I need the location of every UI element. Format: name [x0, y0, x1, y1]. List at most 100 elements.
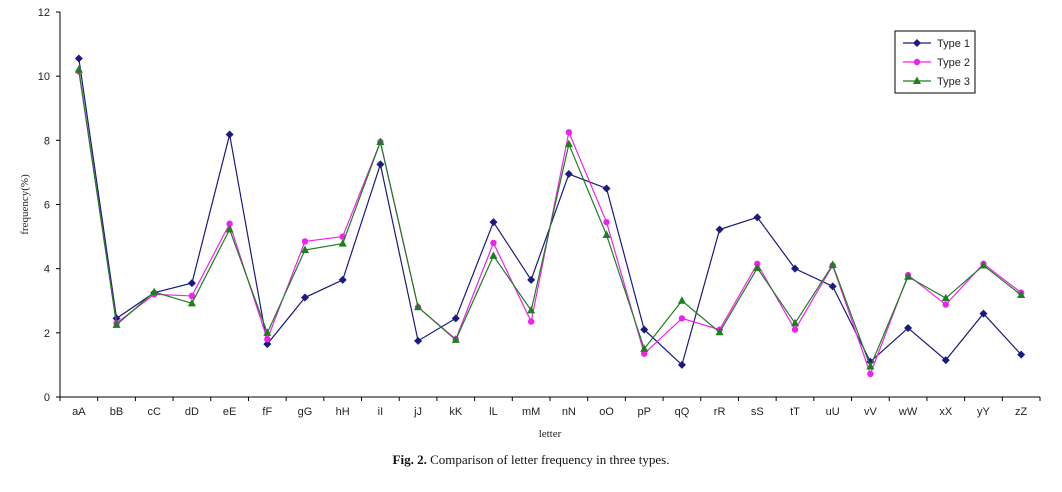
data-point [112, 320, 121, 328]
data-point [715, 327, 724, 336]
data-point [338, 239, 347, 247]
data-point [414, 336, 423, 345]
x-tick-label: bB [110, 406, 123, 418]
data-point [791, 264, 799, 273]
x-tick-label: jJ [413, 406, 422, 418]
x-tick-label: uU [826, 406, 840, 418]
data-point [490, 239, 497, 247]
x-tick-label: xX [939, 406, 953, 418]
data-point [527, 275, 536, 284]
data-point [150, 287, 159, 296]
series-1 [74, 54, 1026, 369]
data-point [527, 305, 536, 314]
legend-label: Type 1 [937, 38, 970, 50]
x-tick-label: oO [599, 406, 614, 418]
legend-item: Type 3 [903, 76, 970, 88]
x-tick-label: cC [148, 406, 162, 418]
x-tick-label: wW [898, 406, 918, 418]
y-tick-label: 8 [44, 135, 50, 147]
data-point [376, 137, 385, 145]
series-line [78, 58, 1022, 367]
x-tick-label: tT [790, 406, 800, 418]
data-point [451, 335, 460, 343]
data-point [527, 318, 535, 325]
y-axis-ticks: 0 2 4 6 8 10 12 [38, 7, 60, 404]
data-point [112, 314, 121, 323]
data-point [941, 293, 950, 302]
y-axis-title: frequency(%) [19, 174, 31, 235]
y-tick-label: 6 [44, 200, 50, 212]
figure-caption: Fig. 2. Comparison of letter frequency i… [0, 452, 1062, 468]
x-tick-label: eE [223, 406, 236, 418]
x-tick-label: qQ [675, 406, 690, 418]
data-point [640, 325, 649, 334]
series-3 [74, 65, 1026, 370]
legend-label: Type 2 [937, 57, 970, 69]
axes [59, 12, 1040, 398]
legend-label: Type 3 [937, 76, 970, 88]
data-point [715, 225, 724, 234]
caption-label: Fig. 2. [392, 452, 427, 467]
x-tick-label: vV [864, 406, 878, 418]
legend-item: Type 2 [903, 57, 970, 69]
data-point [489, 218, 498, 227]
x-tick-label: yY [977, 406, 991, 418]
y-tick-label: 2 [44, 328, 50, 340]
data-point [678, 315, 686, 322]
x-tick-label: aA [72, 406, 86, 418]
series-layer [74, 54, 1026, 378]
x-axis-title: letter [539, 428, 562, 440]
x-tick-label: zZ [1015, 406, 1028, 418]
data-point [338, 275, 347, 284]
x-tick-label: nN [562, 406, 576, 418]
data-point [263, 340, 272, 349]
x-tick-label: rR [714, 406, 726, 418]
series-line [78, 69, 1022, 369]
data-point [904, 272, 913, 280]
x-tick-label: lL [489, 406, 498, 418]
data-point [941, 356, 950, 365]
x-tick-label: pP [637, 406, 650, 418]
y-tick-label: 12 [38, 7, 50, 19]
data-point [301, 238, 309, 245]
x-tick-label: dD [185, 406, 199, 418]
data-point [942, 301, 949, 308]
data-point [414, 302, 423, 311]
legend: Type 1 Type 2 Type 3 [894, 30, 976, 94]
x-tick-label: sS [751, 406, 764, 418]
x-tick-label: fF [262, 406, 272, 418]
x-tick-label: kK [449, 406, 463, 418]
legend-marker [913, 76, 921, 84]
data-point [1017, 350, 1026, 359]
data-point [753, 213, 762, 222]
data-point [225, 130, 234, 139]
data-point [1017, 290, 1026, 298]
caption-text: Comparison of letter frequency in three … [430, 452, 670, 467]
data-point [979, 260, 988, 269]
data-point [187, 279, 196, 288]
legend-marker [913, 58, 921, 66]
data-point [602, 184, 611, 193]
data-point [301, 245, 309, 254]
data-point [677, 360, 686, 369]
y-tick-label: 4 [44, 264, 50, 276]
data-point [263, 328, 272, 336]
data-point [603, 218, 610, 226]
data-point [791, 318, 799, 327]
legend-item: Type 1 [903, 38, 970, 50]
data-point [904, 324, 913, 333]
x-tick-label: mM [522, 406, 540, 418]
data-point [301, 293, 309, 302]
data-point [264, 336, 271, 343]
data-point [187, 298, 196, 307]
x-tick-label: iI [378, 406, 384, 418]
legend-marker [913, 39, 921, 47]
x-axis-ticks: aA bB cC dD eE fF gG hH iI jJ kK lL mM nN oO pP qQ rR sS tT… [59, 397, 1041, 418]
data-point [74, 54, 83, 63]
data-point [376, 160, 385, 169]
data-point [677, 296, 686, 304]
data-point [188, 292, 196, 300]
data-point [564, 170, 573, 179]
data-point [828, 282, 837, 291]
line-chart: 0 2 4 6 8 10 12 aA bB cC dD eE fF gG hH iI jJ kK lL mM nN oO… [19, 7, 1041, 440]
